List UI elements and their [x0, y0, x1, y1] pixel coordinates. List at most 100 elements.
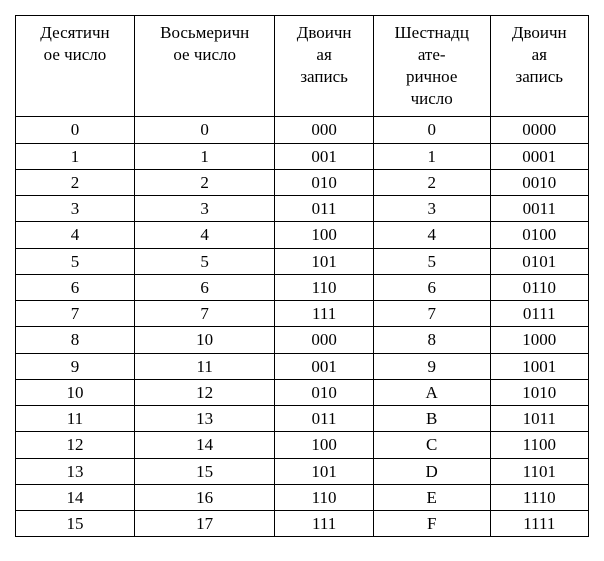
header-binary4: Двоичнаязапись [490, 16, 588, 117]
cell-octal: 0 [134, 117, 274, 143]
number-systems-table: Десятичное число Восьмеричное число Двои… [15, 15, 589, 537]
cell-binary4: 1100 [490, 432, 588, 458]
cell-decimal: 2 [16, 169, 135, 195]
cell-octal: 5 [134, 248, 274, 274]
cell-binary3: 011 [275, 196, 373, 222]
cell-decimal: 3 [16, 196, 135, 222]
cell-decimal: 11 [16, 406, 135, 432]
table-row: 4410040100 [16, 222, 589, 248]
cell-hex: E [373, 484, 490, 510]
cell-octal: 7 [134, 301, 274, 327]
cell-hex: 6 [373, 274, 490, 300]
cell-octal: 3 [134, 196, 274, 222]
cell-binary3: 100 [275, 222, 373, 248]
cell-decimal: 5 [16, 248, 135, 274]
cell-decimal: 15 [16, 511, 135, 537]
table-row: 7711170111 [16, 301, 589, 327]
cell-octal: 13 [134, 406, 274, 432]
cell-binary4: 1001 [490, 353, 588, 379]
header-decimal: Десятичное число [16, 16, 135, 117]
table-row: 3301130011 [16, 196, 589, 222]
cell-octal: 15 [134, 458, 274, 484]
cell-binary3: 110 [275, 274, 373, 300]
header-octal: Восьмеричное число [134, 16, 274, 117]
cell-binary3: 111 [275, 511, 373, 537]
header-hex: Шестнадцате-ричноечисло [373, 16, 490, 117]
cell-decimal: 12 [16, 432, 135, 458]
table-header: Десятичное число Восьмеричное число Двои… [16, 16, 589, 117]
table-row: 2201020010 [16, 169, 589, 195]
cell-binary3: 001 [275, 353, 373, 379]
table-row: 0000000000 [16, 117, 589, 143]
cell-binary3: 111 [275, 301, 373, 327]
cell-decimal: 0 [16, 117, 135, 143]
cell-binary3: 101 [275, 248, 373, 274]
cell-hex: 2 [373, 169, 490, 195]
table-row: 6611060110 [16, 274, 589, 300]
cell-decimal: 8 [16, 327, 135, 353]
table-row: 5510150101 [16, 248, 589, 274]
cell-hex: 7 [373, 301, 490, 327]
cell-binary4: 1110 [490, 484, 588, 510]
cell-binary3: 010 [275, 169, 373, 195]
table-row: 1012010A1010 [16, 379, 589, 405]
cell-decimal: 1 [16, 143, 135, 169]
cell-hex: 0 [373, 117, 490, 143]
cell-octal: 4 [134, 222, 274, 248]
cell-hex: F [373, 511, 490, 537]
cell-binary3: 001 [275, 143, 373, 169]
cell-binary4: 0000 [490, 117, 588, 143]
header-row: Десятичное число Восьмеричное число Двои… [16, 16, 589, 117]
header-binary3: Двоичнаязапись [275, 16, 373, 117]
cell-binary3: 010 [275, 379, 373, 405]
cell-binary3: 110 [275, 484, 373, 510]
cell-hex: 5 [373, 248, 490, 274]
cell-binary4: 0011 [490, 196, 588, 222]
cell-octal: 6 [134, 274, 274, 300]
cell-binary4: 1000 [490, 327, 588, 353]
table-row: 1100110001 [16, 143, 589, 169]
table-row: 91100191001 [16, 353, 589, 379]
cell-binary3: 000 [275, 327, 373, 353]
cell-hex: 9 [373, 353, 490, 379]
cell-hex: 4 [373, 222, 490, 248]
cell-hex: 3 [373, 196, 490, 222]
cell-hex: C [373, 432, 490, 458]
table-row: 1517111F1111 [16, 511, 589, 537]
cell-binary3: 101 [275, 458, 373, 484]
cell-binary4: 0100 [490, 222, 588, 248]
cell-decimal: 7 [16, 301, 135, 327]
cell-binary4: 0101 [490, 248, 588, 274]
cell-binary4: 1010 [490, 379, 588, 405]
cell-binary4: 0111 [490, 301, 588, 327]
cell-octal: 16 [134, 484, 274, 510]
cell-binary4: 1111 [490, 511, 588, 537]
table-body: 0000000000110011000122010200103301130011… [16, 117, 589, 537]
cell-hex: 1 [373, 143, 490, 169]
cell-hex: B [373, 406, 490, 432]
cell-binary4: 1011 [490, 406, 588, 432]
cell-hex: A [373, 379, 490, 405]
cell-binary4: 0110 [490, 274, 588, 300]
cell-decimal: 14 [16, 484, 135, 510]
cell-octal: 17 [134, 511, 274, 537]
cell-hex: D [373, 458, 490, 484]
table-row: 1214100C1100 [16, 432, 589, 458]
cell-binary3: 000 [275, 117, 373, 143]
cell-binary3: 011 [275, 406, 373, 432]
cell-octal: 11 [134, 353, 274, 379]
cell-decimal: 6 [16, 274, 135, 300]
cell-octal: 14 [134, 432, 274, 458]
cell-binary4: 0001 [490, 143, 588, 169]
cell-binary4: 0010 [490, 169, 588, 195]
cell-hex: 8 [373, 327, 490, 353]
cell-decimal: 13 [16, 458, 135, 484]
cell-octal: 12 [134, 379, 274, 405]
table-row: 81000081000 [16, 327, 589, 353]
cell-octal: 1 [134, 143, 274, 169]
cell-decimal: 9 [16, 353, 135, 379]
cell-binary3: 100 [275, 432, 373, 458]
table-row: 1416110E1110 [16, 484, 589, 510]
cell-octal: 2 [134, 169, 274, 195]
cell-octal: 10 [134, 327, 274, 353]
